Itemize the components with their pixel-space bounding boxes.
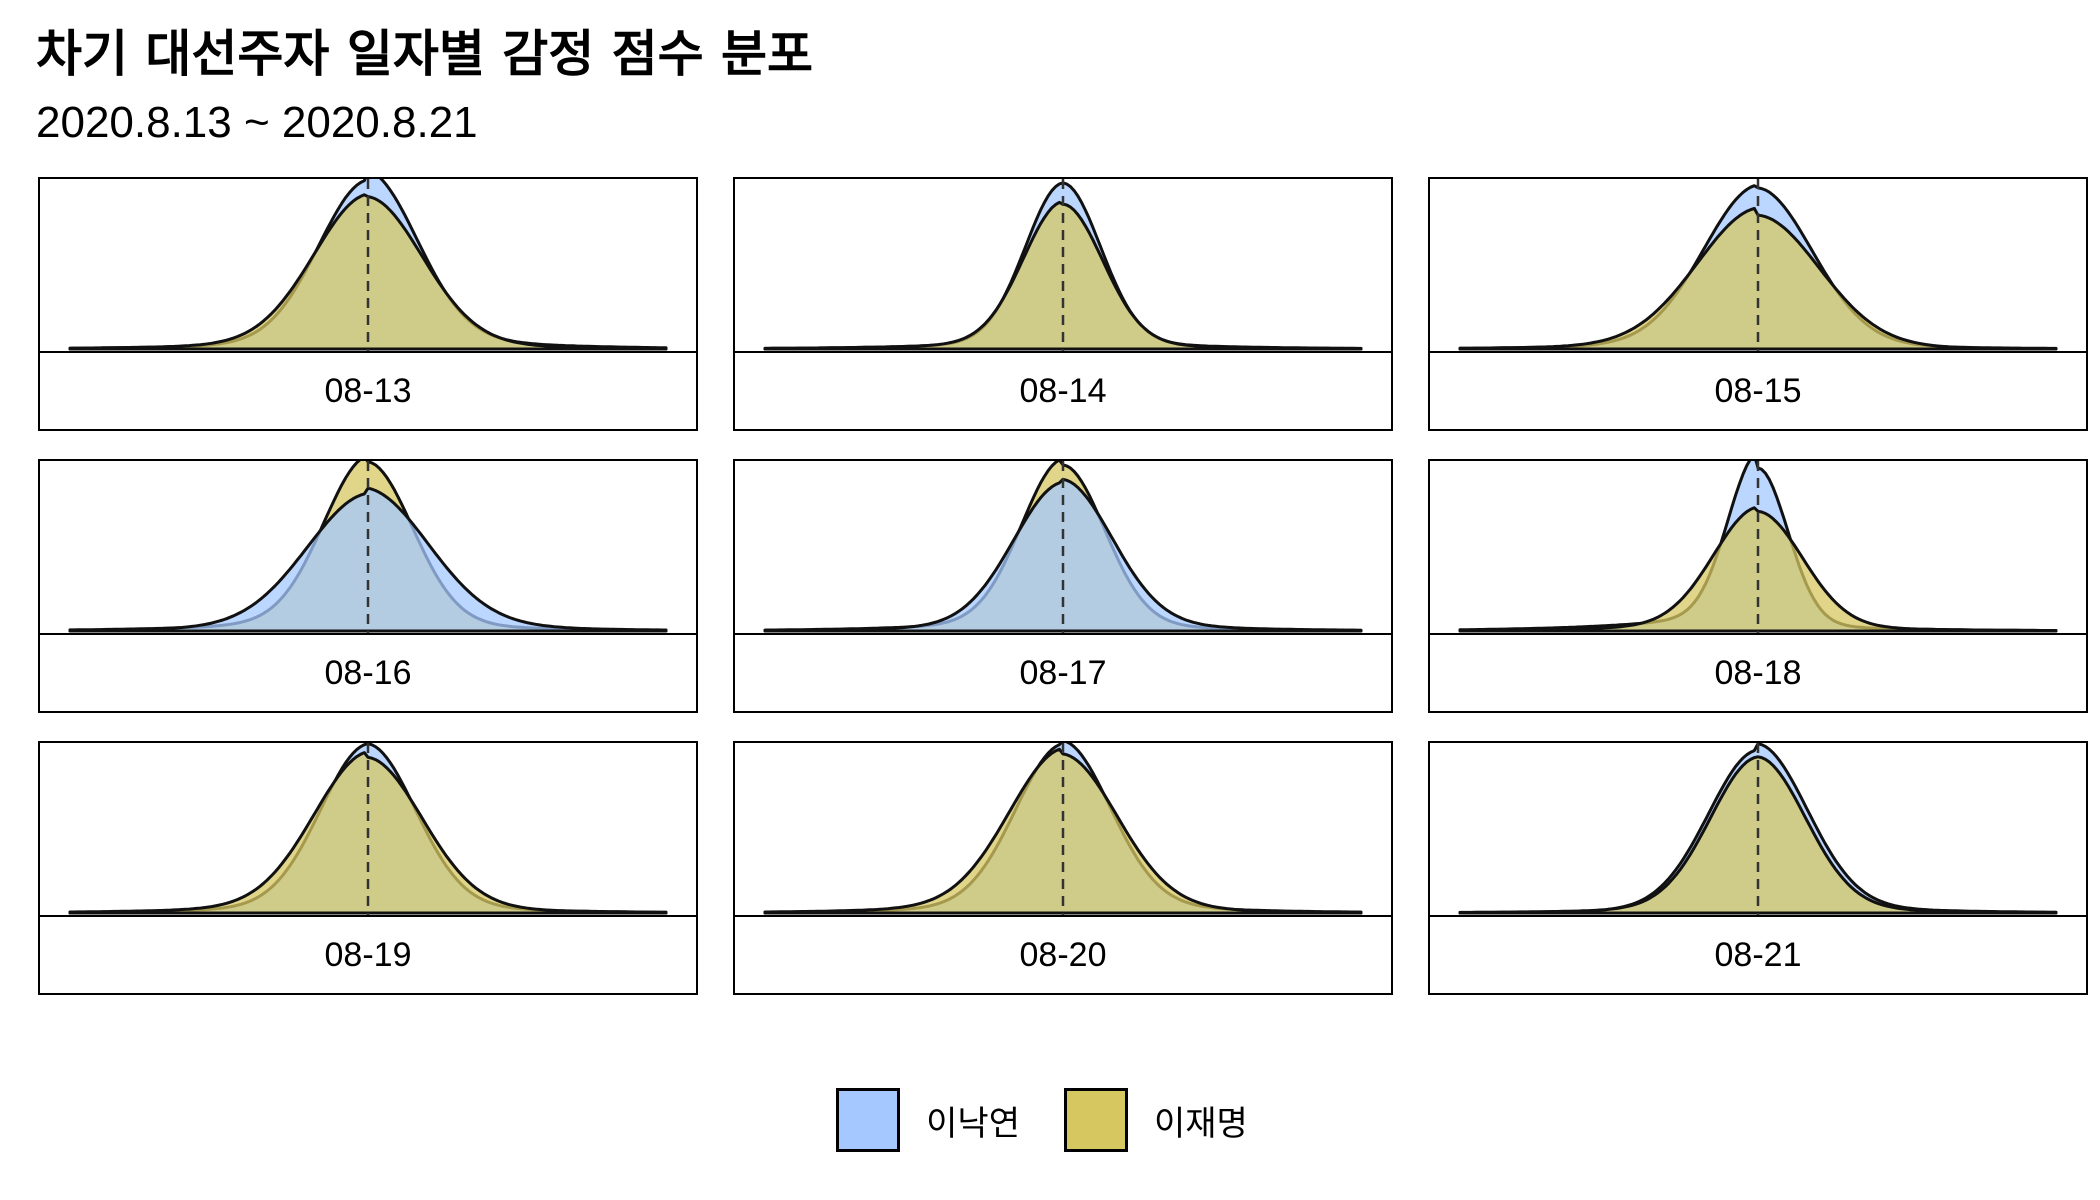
- legend-label-lee-nakyon: 이낙연: [926, 1103, 1020, 1144]
- panel-plot-area: [1428, 177, 2088, 353]
- legend-item-lee-jaemyung: 이재명: [1064, 1088, 1264, 1152]
- density-svg: [763, 461, 1363, 633]
- legend-swatch-lee-jaemyung: [1064, 1088, 1128, 1152]
- panel-plot-area: [1428, 741, 2088, 917]
- chart-subtitle: 2020.8.13 ~ 2020.8.21: [36, 98, 478, 147]
- facet-strip-label: 08-15: [1428, 351, 2088, 431]
- panel-plot-area: [733, 741, 1393, 917]
- panel-plot-area: [733, 459, 1393, 635]
- density-svg: [763, 743, 1363, 915]
- density-svg: [68, 743, 668, 915]
- legend-swatch-lee-nakyon: [836, 1088, 901, 1152]
- density-svg: [1458, 461, 2058, 633]
- density-area-lee-nakyon: [68, 486, 668, 633]
- panel-plot-area: [38, 459, 698, 635]
- facet-strip-label: 08-18: [1428, 633, 2088, 713]
- facet-grid: 08-13 08-14 08-15 08-16 08-17 08-18 08-19 08-20…: [38, 177, 2088, 995]
- legend-item-lee-nakyon: 이낙연: [836, 1088, 1036, 1152]
- panel-plot-area: [38, 177, 698, 353]
- facet-strip-label: 08-16: [38, 633, 698, 713]
- density-area-lee-jaemyung: [763, 200, 1363, 351]
- panel-plot-area: [733, 177, 1393, 353]
- density-area-lee-jaemyung: [1458, 206, 2058, 351]
- facet-strip-label: 08-17: [733, 633, 1393, 713]
- chart-title: 차기 대선주자 일자별 감정 점수 분포: [36, 25, 814, 83]
- facet-strip-label: 08-20: [733, 915, 1393, 995]
- facet-strip-label: 08-14: [733, 351, 1393, 431]
- facet-strip-label: 08-13: [38, 351, 698, 431]
- facet-strip-label: 08-19: [38, 915, 698, 995]
- density-svg: [68, 461, 668, 633]
- density-svg: [1458, 743, 2058, 915]
- density-svg: [1458, 179, 2058, 351]
- facet-strip-label: 08-21: [1428, 915, 2088, 995]
- density-svg: [763, 179, 1363, 351]
- legend-label-lee-jaemyung: 이재명: [1154, 1103, 1248, 1144]
- legend: 이낙연 이재명: [0, 1080, 2100, 1160]
- density-svg: [68, 179, 668, 351]
- panel-plot-area: [38, 741, 698, 917]
- panel-plot-area: [1428, 459, 2088, 635]
